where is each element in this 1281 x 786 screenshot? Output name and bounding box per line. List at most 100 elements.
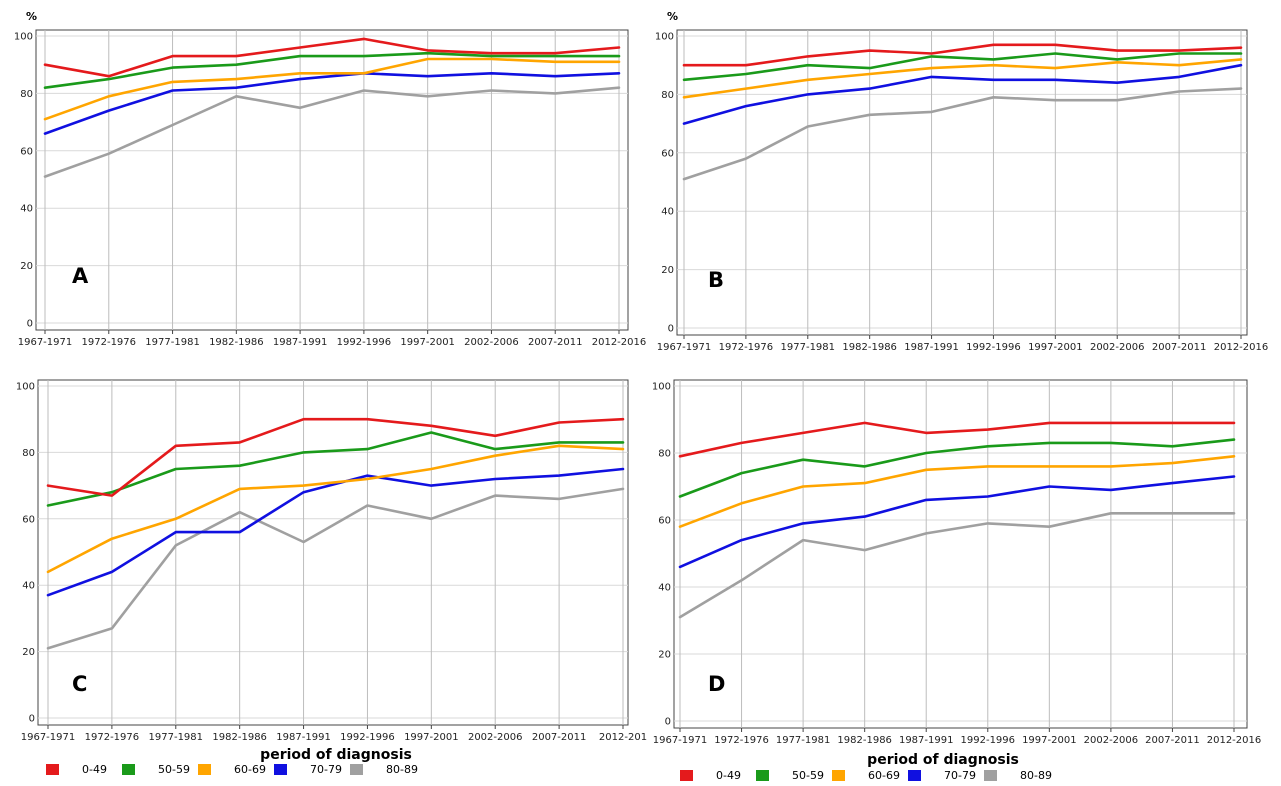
panel-d-legend-swatch: [984, 770, 997, 781]
panel-b-plot-area: [676, 29, 1248, 336]
panel-d-x-tick-label: 2012-2016: [1207, 735, 1262, 746]
panel-d-x-tick-label: 1987-1991: [899, 735, 954, 746]
panel-d-y-tick-label: 100: [652, 382, 671, 393]
panel-d-x-tick-label: 2002-2006: [1084, 735, 1139, 746]
panel-d-legend-swatch: [756, 770, 769, 781]
panel-d-legend-swatch: [680, 770, 693, 781]
panel-c-y-tick-label: 100: [16, 382, 35, 393]
panel-c-legend-swatch: [350, 764, 363, 775]
panel-b-x-tick-label: 1982-1986: [842, 342, 897, 353]
panel-a-y-tick-label: 0: [27, 319, 33, 330]
panel-b-x-tick-label: 1977-1981: [781, 342, 836, 353]
panel-c-x-tick-label: 2007-2011: [532, 732, 587, 743]
panel-d: 0 20 40 60 80 100 1967-1971 1972-1976 1977-1981 1…: [652, 379, 1262, 782]
panel-b-x-tick-label: 1992-1996: [966, 342, 1021, 353]
panel-b-y-tick-label: 40: [661, 207, 674, 218]
panel-b-y-tick-label: 80: [661, 90, 674, 101]
panel-d-series-line-0-49: [678, 421, 1236, 458]
panel-b-x-tick-label: 2012-2016: [1214, 342, 1269, 353]
panel-c-legend-swatch: [46, 764, 59, 775]
panel-c: 0 20 40 60 80 100 1967-1971 1972-1976 1977-1981 1…: [16, 379, 647, 776]
panel-d-y-tick-label: 60: [658, 516, 671, 527]
panel-a-series-line-50-59: [43, 51, 621, 89]
panel-b-y-tick-label: 20: [661, 265, 674, 276]
panel-a-x-tick-label: 1982-1986: [209, 337, 264, 348]
panel-b-x-tick-label: 1972-1976: [719, 342, 774, 353]
panel-d-x-tick-label: 1992-1996: [961, 735, 1016, 746]
panel-c-x-tick-label: 1967-1971: [21, 732, 76, 743]
panel-c-x-tick-label: 1977-1981: [149, 732, 204, 743]
panel-a-x-tick-label: 1992-1996: [337, 337, 392, 348]
panel-c-series-line-0-49: [46, 417, 625, 497]
panel-a-y-tick-label: 60: [20, 146, 33, 157]
panel-b-series-line-80-89: [682, 87, 1243, 181]
panel-b-x-tick-label: 1967-1971: [657, 342, 712, 353]
panel-a-x-tick-label: 1977-1981: [145, 337, 200, 348]
panel-d-x-tick-label: 1972-1976: [714, 735, 769, 746]
panel-d-x-tick-label: 1967-1971: [653, 735, 708, 746]
panel-b-series-line-0-49: [682, 43, 1243, 67]
panel-d-x-tick-label: 1977-1981: [776, 735, 831, 746]
panel-c-x-tick-label: 1972-1976: [85, 732, 140, 743]
panel-c-legend-label: 60-69: [234, 763, 266, 776]
panel-b-y-tick-label: 0: [668, 324, 674, 335]
panel-d-legend-label: 60-69: [868, 769, 900, 782]
panel-c-legend-swatch: [122, 764, 135, 775]
panel-d-y-tick-label: 20: [658, 650, 671, 661]
panel-b-unit-label: %: [667, 10, 678, 23]
panel-d-series-line-70-79: [678, 475, 1236, 569]
panel-c-y-tick-label: 60: [22, 514, 35, 525]
panel-a-x-tick-label: 1967-1971: [18, 337, 73, 348]
panel-a-y-tick-label: 80: [20, 89, 33, 100]
panel-c-series-line-50-59: [46, 431, 625, 507]
panel-c-legend-label: 70-79: [310, 763, 342, 776]
panel-d-legend-label: 80-89: [1020, 769, 1052, 782]
panel-c-x-tick-label: 1997-2001: [404, 732, 459, 743]
panel-c-x-tick-label: 1982-1986: [212, 732, 267, 743]
panel-a-letter: A: [72, 264, 89, 288]
panel-c-y-tick-label: 80: [22, 448, 35, 459]
panel-c-x-tick-label: 1992-1996: [340, 732, 395, 743]
panel-c-legend-label: 50-59: [158, 763, 190, 776]
panel-c-series-line-60-69: [46, 444, 625, 574]
panel-b-series-line-70-79: [682, 63, 1243, 125]
panel-d-legend-label: 70-79: [944, 769, 976, 782]
panel-d-series-line-80-89: [678, 511, 1236, 619]
panel-a-series-line-60-69: [43, 57, 621, 121]
panel-a: 0 20 40 60 80 100 1967-1971 1972-1976 1977-1981 1…: [14, 10, 646, 348]
panel-a-y-tick-label: 40: [20, 204, 33, 215]
panel-a-x-tick-label: 2012-2016: [592, 337, 647, 348]
panel-c-x-axis-title: period of diagnosis: [260, 747, 412, 763]
panel-c-x-tick-label: 1987-1991: [276, 732, 331, 743]
panel-b-series-line-50-59: [682, 52, 1243, 82]
panel-c-legend-label: 0-49: [82, 763, 107, 776]
panel-c-letter: C: [72, 672, 87, 696]
panel-c-legend-swatch: [274, 764, 287, 775]
panel-d-y-tick-label: 80: [658, 449, 671, 460]
panel-a-unit-label: %: [26, 10, 37, 23]
panel-c-legend-swatch: [198, 764, 211, 775]
panel-d-series-line-50-59: [678, 438, 1236, 498]
panel-b-x-tick-label: 1987-1991: [904, 342, 959, 353]
panel-c-x-tick-label: 2002-2006: [468, 732, 523, 743]
panel-b-series-line-60-69: [682, 58, 1243, 99]
panel-b-x-tick-label: 2007-2011: [1152, 342, 1207, 353]
panel-b-y-tick-label: 60: [661, 148, 674, 159]
panel-d-legend-label: 0-49: [716, 769, 741, 782]
panel-c-series-line-70-79: [46, 467, 625, 597]
panel-a-plot-area: [35, 29, 629, 331]
panel-c-x-tick-label: 2012-201: [599, 732, 647, 743]
panel-a-series-line-70-79: [43, 72, 621, 135]
panel-c-legend-label: 80-89: [386, 763, 418, 776]
panel-d-y-tick-label: 0: [665, 717, 671, 728]
panel-d-x-axis-title: period of diagnosis: [867, 752, 1019, 768]
panel-d-series-line-60-69: [678, 454, 1236, 529]
panel-b: 0 20 40 60 80 100 1967-1971 1972-1976 1977-1981 1…: [655, 10, 1268, 353]
panel-d-legend-swatch: [832, 770, 845, 781]
panel-d-y-tick-label: 40: [658, 583, 671, 594]
panel-c-y-tick-label: 40: [22, 581, 35, 592]
panel-a-x-tick-label: 1987-1991: [273, 337, 328, 348]
panel-d-legend-swatch: [908, 770, 921, 781]
panel-d-letter: D: [708, 672, 725, 696]
